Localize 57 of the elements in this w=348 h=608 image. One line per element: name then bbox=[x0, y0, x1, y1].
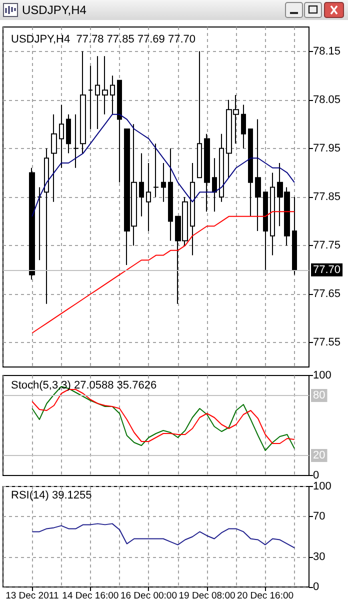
candlestick bbox=[146, 162, 151, 232]
line-series bbox=[32, 389, 295, 444]
line-series bbox=[32, 211, 295, 334]
y-tick-label: 100 bbox=[313, 370, 332, 382]
y-tick-label: 77.85 bbox=[313, 191, 341, 203]
candlestick bbox=[117, 80, 122, 183]
candlestick bbox=[248, 128, 253, 217]
y-tick-label: 77.75 bbox=[313, 240, 341, 252]
line-series bbox=[32, 523, 295, 548]
y-tick-label: 77.65 bbox=[313, 288, 341, 300]
chart-title: Stoch(5,3,3) 27.0588 35.7626 bbox=[11, 380, 157, 392]
candlestick bbox=[161, 162, 166, 202]
x-tick-label: 19 Dec 08:00 bbox=[178, 590, 236, 602]
candlestick bbox=[168, 148, 173, 242]
candlestick bbox=[37, 186, 42, 261]
candlestick bbox=[44, 148, 49, 304]
candlestick bbox=[139, 152, 144, 217]
candlestick bbox=[241, 104, 246, 149]
x-tick-label: 16 Dec 00:00 bbox=[120, 590, 177, 602]
candlestick bbox=[88, 65, 93, 130]
text: USDJPY,H4 bbox=[22, 3, 86, 17]
y-tick-label: 77.55 bbox=[313, 336, 341, 349]
candlestick bbox=[255, 118, 261, 232]
candlestick bbox=[95, 56, 100, 130]
candlestick bbox=[263, 192, 268, 270]
ref-line-label: 20 bbox=[313, 450, 326, 462]
x-tick-label: 14 Dec 16:00 bbox=[62, 590, 119, 602]
candlestick bbox=[73, 114, 79, 168]
candlestick bbox=[190, 162, 195, 256]
candlestick bbox=[219, 133, 224, 202]
x-tick-label: 13 Dec 2011 bbox=[6, 590, 59, 602]
candlestick bbox=[80, 50, 86, 154]
ref-line-label: 77.70 bbox=[313, 264, 341, 276]
chart-title: RSI(14) 39.1255 bbox=[11, 490, 92, 502]
y-tick-label: 0 bbox=[313, 470, 320, 482]
y-tick-label: 70 bbox=[313, 510, 326, 523]
y-tick-label: 0 bbox=[313, 581, 320, 593]
candlestick bbox=[270, 172, 275, 256]
candlestick bbox=[110, 75, 115, 115]
candlestick bbox=[102, 56, 108, 115]
y-tick-label: 78.05 bbox=[313, 94, 341, 106]
candlestick bbox=[66, 114, 71, 154]
y-tick-label: 78.15 bbox=[313, 45, 341, 58]
candlestick bbox=[197, 50, 202, 178]
y-tick-label: 30 bbox=[313, 550, 326, 563]
ref-line-label: 80 bbox=[313, 390, 326, 402]
candlestick bbox=[212, 158, 217, 212]
candlestick bbox=[153, 143, 159, 198]
text: USDJPY,H4 77.78 77.85 77.69 77.70 bbox=[11, 34, 196, 46]
x-tick-label: 20 Dec 16:00 bbox=[237, 590, 294, 602]
candlestick bbox=[204, 133, 210, 212]
line-series bbox=[32, 114, 295, 217]
candlestick bbox=[51, 114, 57, 202]
y-tick-label: 100 bbox=[313, 480, 332, 492]
y-tick-label: 77.95 bbox=[313, 142, 341, 154]
candlestick bbox=[292, 196, 297, 276]
candlestick bbox=[59, 104, 64, 168]
